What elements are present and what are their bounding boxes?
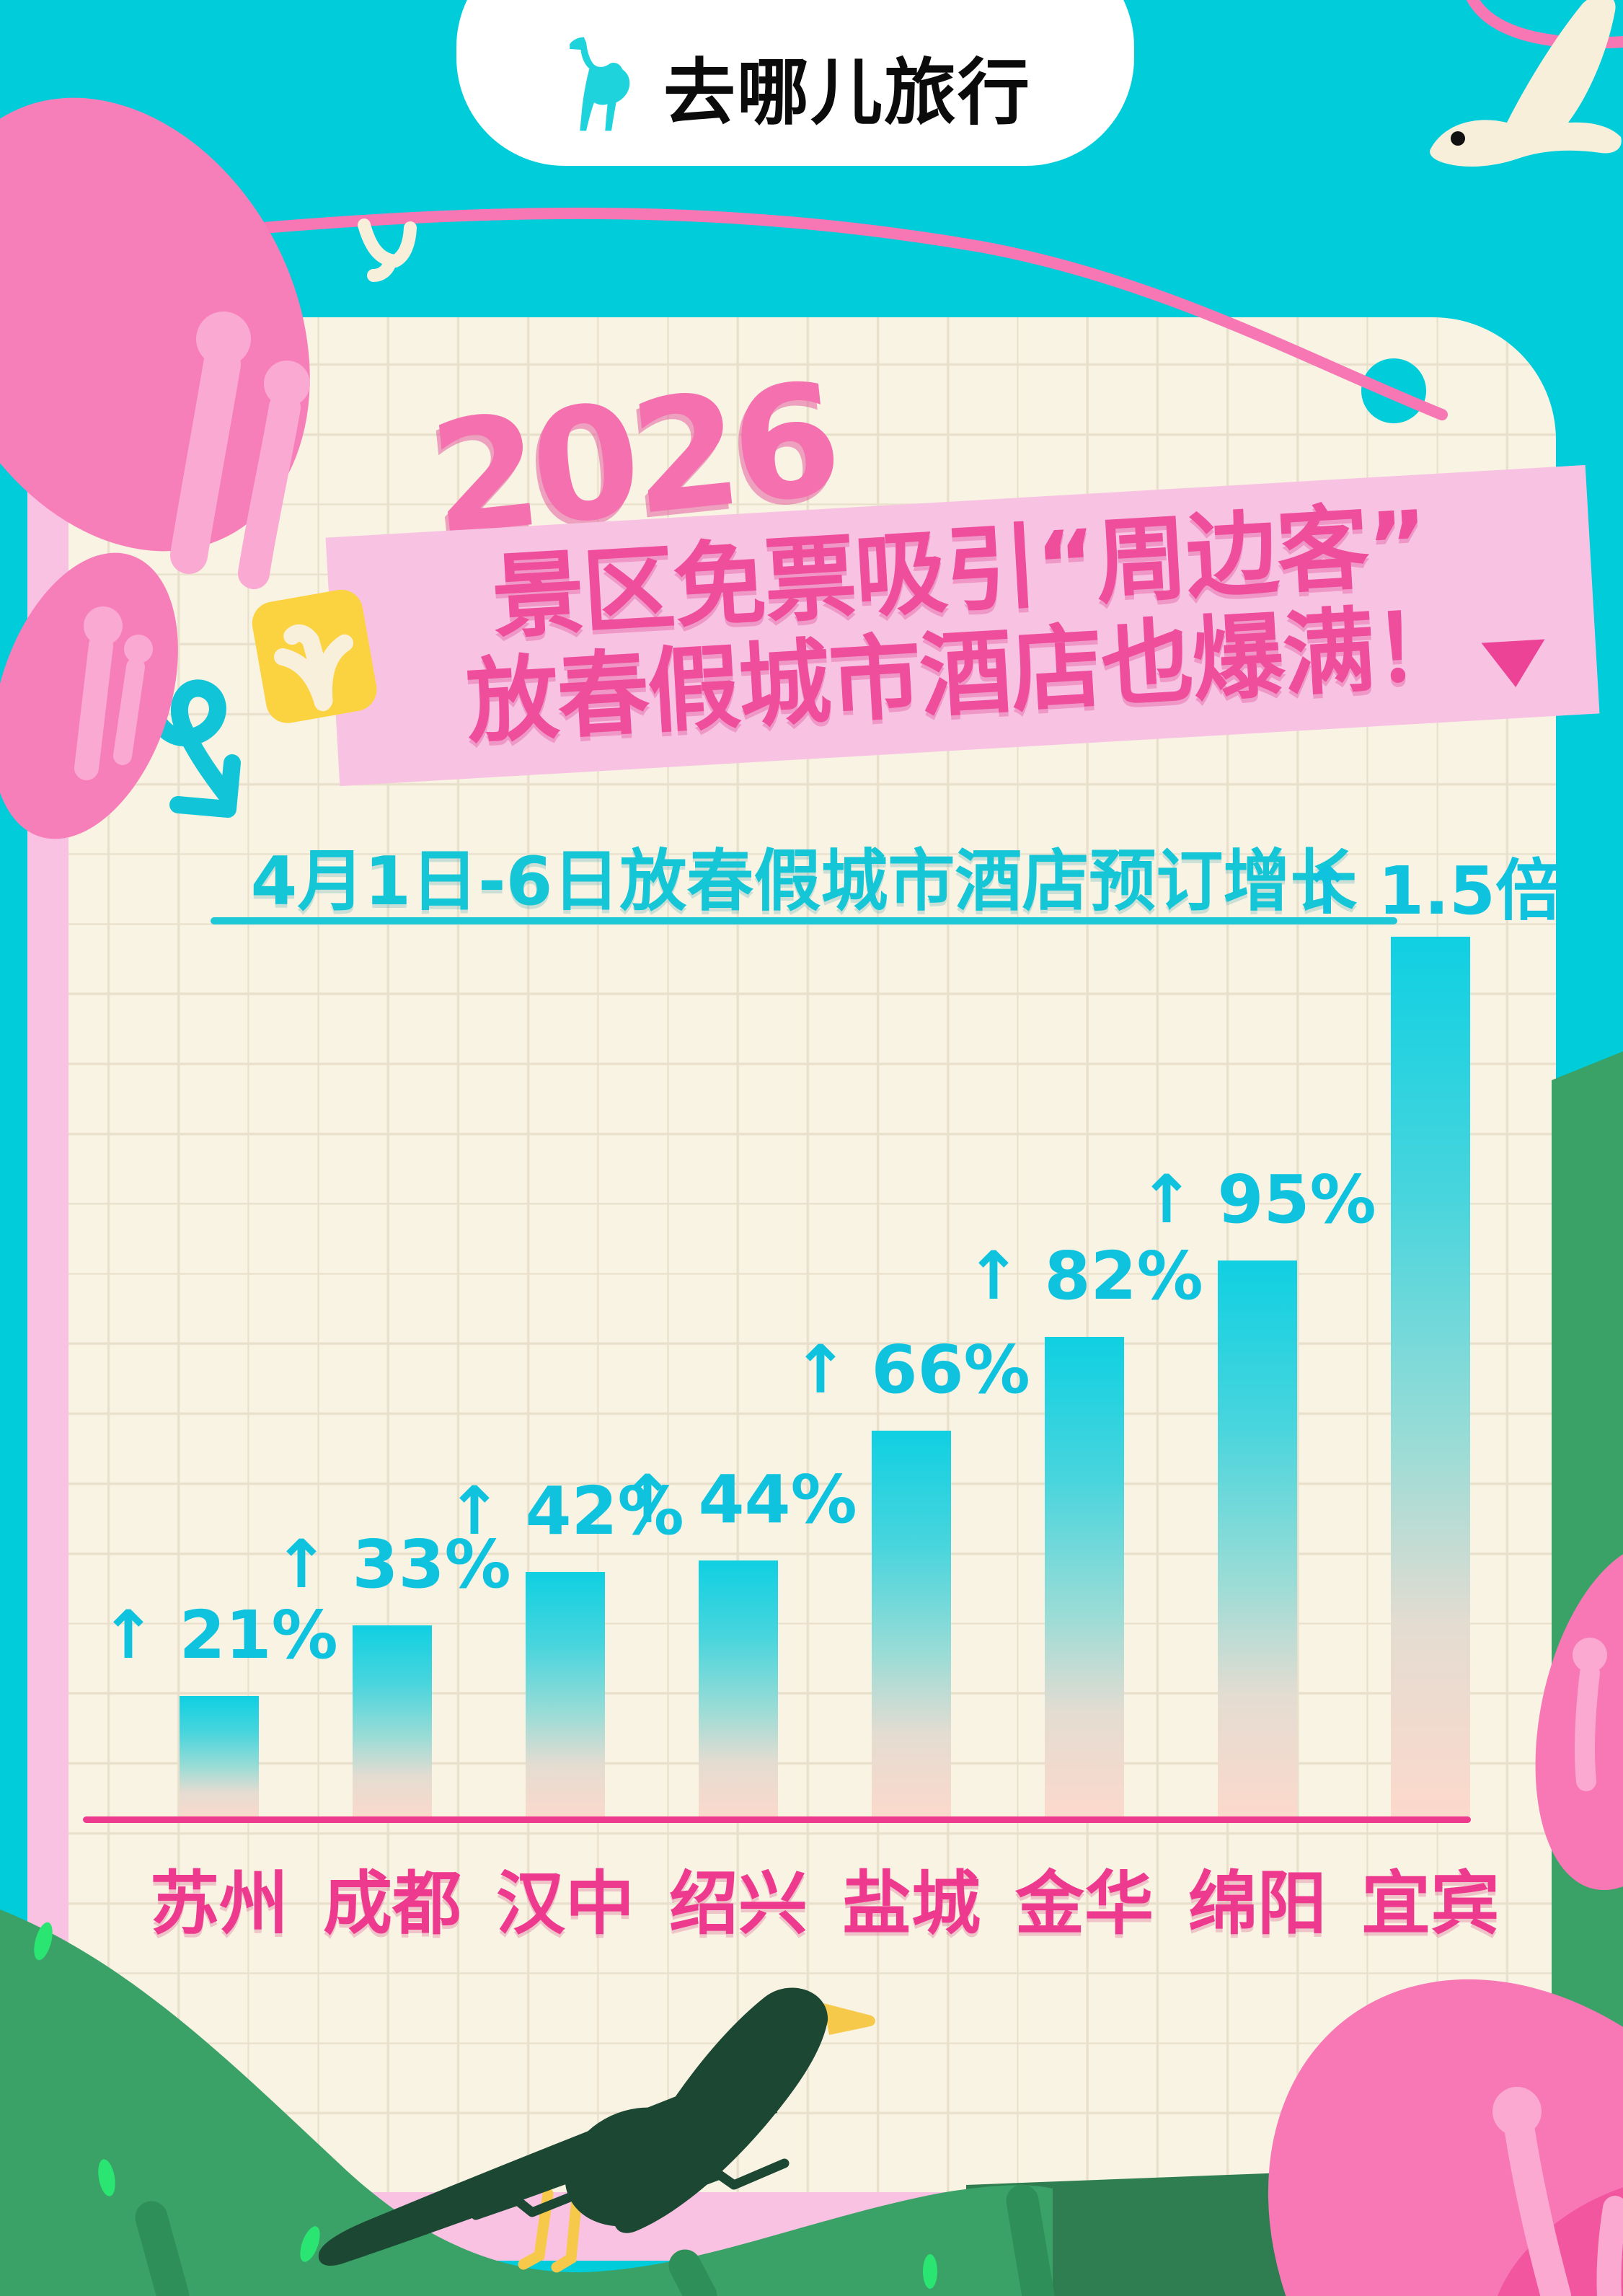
bar: [353, 1625, 432, 1819]
bar: [526, 1572, 605, 1819]
bar: [180, 1696, 259, 1819]
bar-value-label: ↑ 95%: [1138, 1161, 1376, 1238]
bar: [699, 1560, 778, 1819]
chart-baseline: [83, 1816, 1471, 1823]
bar: [1218, 1260, 1297, 1819]
chart-title-underline: [211, 917, 1397, 924]
bar-value-label: ↑ 1.5倍: [1299, 852, 1562, 930]
logo-pill: 去哪儿旅行: [456, 0, 1134, 166]
bar-value-label: ↑ 33%: [273, 1526, 511, 1603]
bar: [1391, 937, 1470, 1819]
brand-name: 去哪儿旅行: [663, 50, 1031, 135]
bar: [872, 1431, 951, 1819]
chart-title: 4月1日-6日放春假城市酒店预订增长: [250, 842, 1358, 920]
bar-value-label: ↑ 66%: [792, 1331, 1030, 1408]
bar-value-label: ↑ 21%: [100, 1597, 338, 1674]
bar-value-label: ↑ 42%: [446, 1472, 684, 1550]
bar: [1045, 1337, 1124, 1819]
bar-value-label: ↑ 82%: [965, 1237, 1203, 1315]
bar-city-label: 宜宾: [1361, 1863, 1500, 1944]
bar-value-label: ↑ 44%: [619, 1461, 857, 1538]
camel-icon: [570, 37, 630, 131]
bar-city-label: 绵阳: [1188, 1863, 1327, 1944]
